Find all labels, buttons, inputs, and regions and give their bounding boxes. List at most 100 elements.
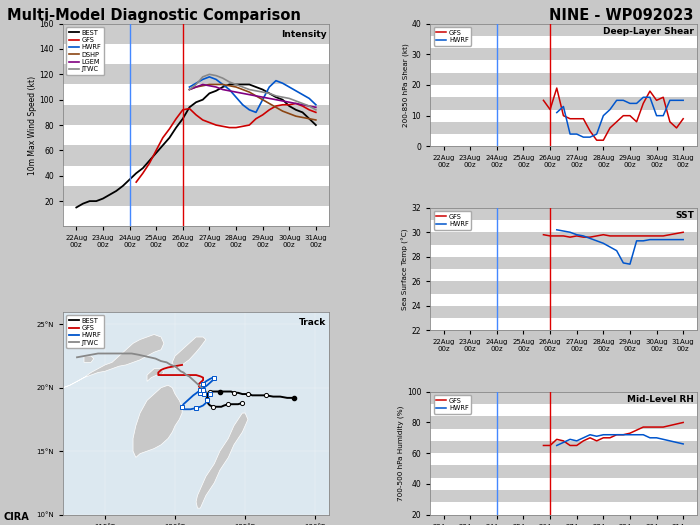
BEST bbox=[172, 124, 181, 131]
GFS bbox=[199, 117, 207, 123]
Y-axis label: 700-500 hPa Humidity (%): 700-500 hPa Humidity (%) bbox=[398, 405, 404, 501]
HWRF bbox=[606, 244, 614, 250]
Bar bbox=[430, 97, 696, 110]
HWRF bbox=[552, 109, 561, 116]
GFS bbox=[606, 435, 614, 441]
HWRF bbox=[679, 97, 687, 103]
Line: HWRF: HWRF bbox=[556, 435, 683, 446]
GFS bbox=[652, 233, 661, 239]
Bar bbox=[430, 404, 696, 416]
Bar bbox=[63, 105, 329, 125]
GFS bbox=[612, 233, 621, 239]
Bar bbox=[430, 48, 696, 60]
Legend: GFS, HWRF: GFS, HWRF bbox=[434, 395, 471, 414]
Line: GFS: GFS bbox=[136, 103, 316, 182]
BEST bbox=[312, 122, 320, 128]
GFS bbox=[552, 436, 561, 443]
HWRF bbox=[645, 435, 654, 441]
GFS bbox=[559, 438, 568, 444]
JTWC bbox=[245, 87, 253, 93]
HWRF bbox=[606, 107, 614, 113]
Legend: GFS, HWRF: GFS, HWRF bbox=[434, 27, 471, 46]
DSHP bbox=[285, 110, 293, 117]
Line: DSHP: DSHP bbox=[190, 85, 316, 120]
HWRF bbox=[599, 112, 608, 119]
GFS bbox=[579, 234, 587, 240]
GFS bbox=[612, 432, 621, 438]
GFS bbox=[592, 233, 601, 239]
BEST bbox=[99, 195, 107, 202]
HWRF bbox=[672, 236, 680, 243]
GFS bbox=[165, 125, 174, 132]
HWRF bbox=[279, 80, 287, 86]
Bar bbox=[63, 186, 329, 206]
LGEM bbox=[245, 91, 253, 98]
Line: HWRF: HWRF bbox=[556, 97, 683, 137]
LGEM bbox=[305, 103, 314, 109]
GFS bbox=[212, 122, 220, 128]
Bar bbox=[63, 206, 329, 226]
HWRF bbox=[645, 236, 654, 243]
HWRF bbox=[559, 439, 568, 446]
BEST bbox=[265, 90, 274, 97]
JTWC bbox=[232, 81, 240, 88]
HWRF bbox=[566, 436, 574, 443]
GFS bbox=[639, 424, 648, 430]
GFS bbox=[666, 232, 674, 238]
GFS bbox=[218, 123, 227, 130]
HWRF bbox=[312, 102, 320, 108]
GFS bbox=[606, 233, 614, 239]
LGEM bbox=[312, 104, 320, 110]
GFS bbox=[672, 421, 680, 427]
GFS bbox=[586, 128, 594, 134]
LGEM bbox=[239, 90, 247, 97]
GFS bbox=[139, 170, 147, 176]
HWRF bbox=[586, 235, 594, 242]
GFS bbox=[666, 423, 674, 429]
GFS bbox=[626, 233, 634, 239]
BEST bbox=[132, 170, 141, 176]
LGEM bbox=[205, 82, 214, 89]
Line: HWRF: HWRF bbox=[190, 77, 316, 112]
HWRF bbox=[619, 260, 627, 266]
GFS bbox=[178, 107, 187, 113]
BEST bbox=[125, 176, 134, 183]
GFS bbox=[546, 233, 554, 239]
Line: BEST: BEST bbox=[76, 85, 316, 207]
GFS bbox=[172, 116, 181, 122]
GFS bbox=[573, 233, 581, 239]
Line: HWRF: HWRF bbox=[556, 230, 683, 264]
LGEM bbox=[218, 87, 227, 93]
Bar bbox=[430, 72, 696, 85]
GFS bbox=[592, 438, 601, 444]
GFS bbox=[566, 443, 574, 449]
Bar bbox=[430, 441, 696, 453]
Bar bbox=[430, 36, 696, 48]
BEST bbox=[279, 97, 287, 103]
JTWC bbox=[199, 74, 207, 80]
JTWC bbox=[252, 88, 260, 94]
HWRF bbox=[652, 435, 661, 441]
HWRF bbox=[298, 91, 307, 98]
JTWC bbox=[186, 87, 194, 93]
LGEM bbox=[199, 81, 207, 88]
GFS bbox=[672, 125, 680, 131]
GFS bbox=[298, 103, 307, 109]
GFS bbox=[679, 229, 687, 235]
BEST bbox=[165, 134, 174, 141]
HWRF bbox=[606, 432, 614, 438]
HWRF bbox=[579, 233, 587, 239]
GFS bbox=[579, 438, 587, 444]
JTWC bbox=[225, 79, 234, 85]
Line: JTWC: JTWC bbox=[190, 75, 316, 110]
HWRF bbox=[552, 227, 561, 233]
LGEM bbox=[252, 93, 260, 99]
BEST bbox=[298, 109, 307, 116]
GFS bbox=[599, 232, 608, 238]
HWRF bbox=[552, 443, 561, 449]
Bar bbox=[430, 428, 696, 441]
HWRF bbox=[186, 84, 194, 90]
HWRF bbox=[579, 435, 587, 441]
HWRF bbox=[626, 432, 634, 438]
GFS bbox=[552, 233, 561, 239]
